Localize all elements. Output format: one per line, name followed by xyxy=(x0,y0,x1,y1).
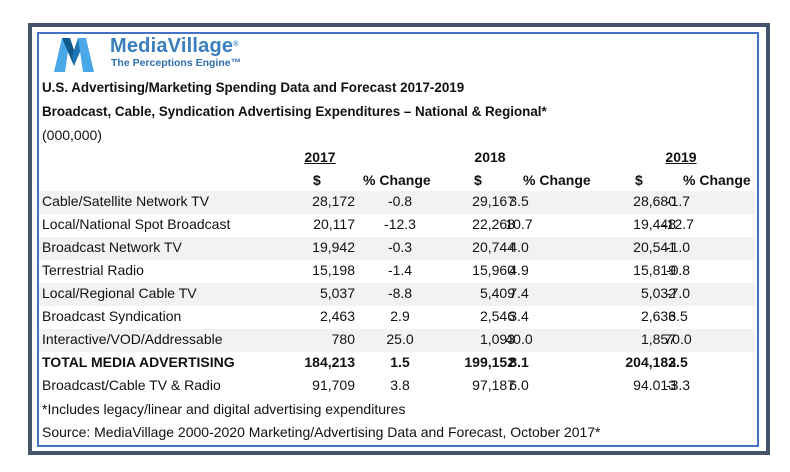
row-label: Broadcast Syndication xyxy=(42,308,182,324)
dollar-value-2018: 2,546 xyxy=(479,308,515,324)
pct-change-2019: -3.3 xyxy=(665,377,691,393)
pct-change-2017: 25.0 xyxy=(386,331,414,347)
pct-change-2019: -0.8 xyxy=(665,262,691,278)
dollar-value-2018: 15,960 xyxy=(472,262,515,278)
table-row: Interactive/VOD/Addressable 780 25.0 1,093 4… xyxy=(39,329,755,352)
year-header-2019: 2019 xyxy=(665,149,697,165)
pct-change-2018: 3.5 xyxy=(509,193,529,209)
dollar-value-2018: 199,152 xyxy=(464,354,515,370)
pct-change-2019: 70.0 xyxy=(664,331,692,347)
logo-registered-mark: ® xyxy=(233,41,239,48)
row-label: Broadcast Network TV xyxy=(42,239,182,255)
dollar-value-2017: 184,213 xyxy=(304,354,355,370)
dollar-value-2018: 5,409 xyxy=(479,285,515,301)
dollar-value-2018: 20,744 xyxy=(472,239,515,255)
pct-change-2018: 7.4 xyxy=(509,285,529,301)
row-label: Terrestrial Radio xyxy=(42,262,144,278)
dollar-value-2018: 22,268 xyxy=(472,216,515,232)
col-header-dollars-2017: $ xyxy=(313,172,321,188)
pct-change-2019: 2.5 xyxy=(668,354,688,370)
col-header-dollars-2018: $ xyxy=(474,172,482,188)
row-label: Local/Regional Cable TV xyxy=(42,285,197,301)
units-label: (000,000) xyxy=(42,127,102,143)
dollar-value-2019: 28,680 xyxy=(633,193,676,209)
pct-change-2018: 6.0 xyxy=(509,377,529,393)
table-row: Local/National Spot Broadcast 20,117 -12.3… xyxy=(39,214,755,237)
row-label: TOTAL MEDIA ADVERTISING xyxy=(42,354,235,370)
table-row: Broadcast Network TV 19,942 -0.3 20,744 4.0 2… xyxy=(39,237,755,260)
col-header-pct-2019: % Change xyxy=(683,172,751,188)
footnote: *Includes legacy/linear and digital adve… xyxy=(42,401,406,417)
dollar-value-2019: 19,448 xyxy=(633,216,676,232)
dollar-value-2019: 1,857 xyxy=(640,331,676,347)
pct-change-2019: -12.7 xyxy=(662,216,694,232)
report-title: U.S. Advertising/Marketing Spending Data… xyxy=(42,80,465,95)
pct-change-2017: -8.8 xyxy=(387,285,413,301)
pct-change-2018: 8.1 xyxy=(509,354,529,370)
pct-change-2017: -12.3 xyxy=(384,216,416,232)
dollar-value-2019: 2,636 xyxy=(640,308,676,324)
table-row: Cable/Satellite Network TV 28,172 -0.8 29,1… xyxy=(39,191,755,214)
year-header-2017: 2017 xyxy=(304,149,336,165)
pct-change-2018: 4.0 xyxy=(509,239,529,255)
pct-change-2018: 10.7 xyxy=(505,216,533,232)
pct-change-2017: -0.3 xyxy=(387,239,413,255)
dollar-value-2019: 204,183 xyxy=(625,354,676,370)
source-note: Source: MediaVillage 2000-2020 Marketing… xyxy=(42,424,601,440)
table-row: Broadcast/Cable TV & Radio 91,709 3.8 97,18… xyxy=(39,375,755,398)
pct-change-2017: -0.8 xyxy=(387,193,413,209)
pct-change-2018: 4.9 xyxy=(509,262,529,278)
col-header-pct-2017: % Change xyxy=(363,172,431,188)
row-label: Broadcast/Cable TV & Radio xyxy=(42,377,221,393)
dollar-value-2017: 19,942 xyxy=(312,239,355,255)
mediavillage-m-icon xyxy=(54,38,94,72)
pct-change-2017: -1.4 xyxy=(387,262,413,278)
dollar-value-2018: 29,167 xyxy=(472,193,515,209)
row-label: Local/National Spot Broadcast xyxy=(42,216,231,232)
logo-brand: MediaVillage xyxy=(110,35,234,57)
dollar-value-2017: 28,172 xyxy=(312,193,355,209)
dollar-value-2017: 5,037 xyxy=(319,285,355,301)
dollar-value-2018: 1,093 xyxy=(479,331,515,347)
dollar-value-2017: 15,198 xyxy=(312,262,355,278)
dollar-value-2019: 94.013 xyxy=(633,377,676,393)
col-header-pct-2018: % Change xyxy=(523,172,591,188)
table-row: Local/Regional Cable TV 5,037 -8.8 5,409 7.4… xyxy=(39,283,755,306)
dollar-value-2019: 15,819 xyxy=(633,262,676,278)
table-row: Terrestrial Radio 15,198 -1.4 15,960 4.9 15,8… xyxy=(39,260,755,283)
col-header-dollars-2019: $ xyxy=(635,172,643,188)
pct-change-2019: 3.5 xyxy=(668,308,688,324)
pct-change-2017: 1.5 xyxy=(390,354,410,370)
table-row: TOTAL MEDIA ADVERTISING 184,213 1.5 199,152… xyxy=(39,352,755,375)
dollar-value-2019: 5,032 xyxy=(640,285,676,301)
dollar-value-2017: 2,463 xyxy=(319,308,355,324)
year-header-2018: 2018 xyxy=(474,149,506,165)
pct-change-2017: 2.9 xyxy=(390,308,410,324)
dollar-value-2017: 91,709 xyxy=(312,377,355,393)
dollar-value-2017: 780 xyxy=(331,331,355,347)
pct-change-2017: 3.8 xyxy=(390,377,410,393)
logo-tagline: The Perceptions Engine™ xyxy=(111,57,242,69)
row-label: Cable/Satellite Network TV xyxy=(42,193,210,209)
pct-change-2019: -7.0 xyxy=(665,285,691,301)
table-row: Broadcast Syndication 2,463 2.9 2,546 3.4 2,6… xyxy=(39,306,755,329)
dollar-value-2019: 20,541 xyxy=(633,239,676,255)
report-subtitle: Broadcast, Cable, Syndication Advertisin… xyxy=(42,104,547,119)
pct-change-2018: 3.4 xyxy=(509,308,529,324)
pct-change-2019: -1.7 xyxy=(665,193,691,209)
pct-change-2019: -1.0 xyxy=(665,239,691,255)
dollar-value-2018: 97,187 xyxy=(472,377,515,393)
pct-change-2018: 40.0 xyxy=(505,331,533,347)
dollar-value-2017: 20,117 xyxy=(313,216,355,232)
row-label: Interactive/VOD/Addressable xyxy=(42,331,223,347)
